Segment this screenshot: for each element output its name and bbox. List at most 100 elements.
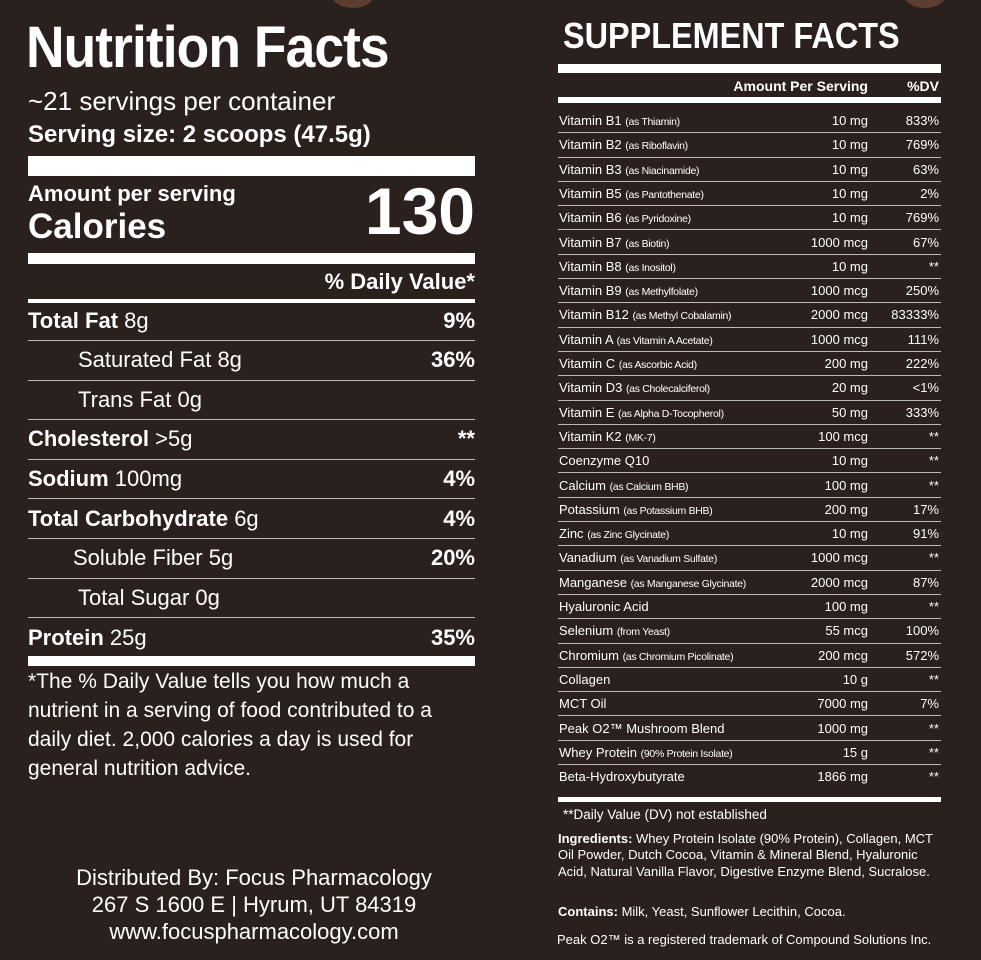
divider	[28, 656, 475, 666]
servings-per-container: ~21 servings per container	[28, 86, 336, 116]
supplement-dv: 87%	[912, 574, 939, 590]
nutrient-row: Protein 25g 35%	[28, 618, 475, 658]
supplement-amount: 200 mg	[824, 356, 868, 371]
serving-size: Serving size: 2 scoops (47.5g)	[28, 121, 371, 148]
supplement-label: Vitamin B6 (as Pyridoxine)	[559, 210, 691, 225]
supplement-amount: 50 mg	[831, 404, 868, 420]
supplement-amount: 2000 mcg	[810, 307, 868, 323]
supplement-amount: 10 mg	[831, 113, 868, 128]
supplement-label: Whey Protein (90% Protein Isolate)	[559, 744, 733, 760]
nutrient-amount: 8g	[124, 307, 149, 333]
calories-value: 130	[364, 174, 475, 248]
nutrient-label: Total Fat 8g	[28, 308, 149, 334]
supplement-row: Vanadium (as Vanadium Sulfate) 1000 mcg **	[558, 546, 941, 571]
supplement-name: Beta-Hydroxybutyrate	[559, 769, 685, 785]
supplement-source: (as Vanadium Sulfate)	[620, 553, 718, 566]
nutrient-row: Cholesterol >5g **	[28, 420, 475, 460]
supplement-row: Selenium (from Yeast) 55 mcg 100%	[558, 619, 941, 644]
supplement-dv: 222%	[905, 356, 939, 371]
nutrient-name: Total Sugar	[78, 584, 190, 610]
supplement-source: (as Potassium BHB)	[623, 504, 713, 517]
supplement-row: Coenzyme Q10 10 mg **	[558, 449, 941, 474]
supplement-source: (as Biotin)	[625, 237, 670, 250]
supplement-label: Vitamin B7 (as Biotin)	[559, 234, 670, 250]
supplement-name: Potassium	[559, 501, 620, 517]
supplement-amount: 1000 mcg	[810, 234, 868, 250]
nutrition-title: Nutrition Facts	[26, 15, 390, 80]
supplement-dv: **	[928, 453, 939, 469]
nutrient-name: Total Fat	[28, 307, 119, 333]
supplement-name: Vitamin B3	[559, 161, 622, 177]
supplement-source: (90% Protein Isolate)	[640, 747, 733, 760]
nutrient-dv: 20%	[430, 545, 475, 571]
supplement-dv: **	[928, 599, 939, 614]
supplement-label: Calcium (as Calcium BHB)	[559, 478, 689, 493]
supplement-dv: **	[928, 720, 939, 736]
supplement-amount: 10 mg	[831, 161, 868, 177]
supplement-source: (as Methylfolate)	[625, 286, 698, 299]
supplement-label: MCT Oil	[559, 696, 606, 711]
supplement-source: (as Pantothenate)	[625, 188, 704, 201]
supplement-row: Vitamin D3 (as Cholecalciferol) 20 mg <1%	[558, 376, 941, 401]
supplement-label: Vitamin K2 (MK-7)	[559, 429, 656, 444]
nutrient-label: Soluble Fiber 5g	[28, 545, 233, 571]
supplement-name: Manganese	[559, 574, 627, 590]
supplement-dv: 833%	[905, 113, 939, 128]
supplement-source: (as Inositol)	[625, 261, 676, 274]
supplement-label: Vitamin C (as Ascorbic Acid)	[559, 356, 697, 371]
supplement-name: Peak O2™ Mushroom Blend	[559, 720, 725, 736]
supplement-row: Vitamin B7 (as Biotin) 1000 mcg 67%	[558, 231, 941, 255]
supplement-amount: 1000 mcg	[810, 283, 868, 299]
decorative-dot	[331, 0, 375, 8]
supplement-label: Vanadium (as Vanadium Sulfate)	[559, 550, 717, 565]
supplement-dv: **	[928, 550, 939, 566]
nutrient-amount: 8g	[217, 347, 242, 373]
distributor-address: 267 S 1600 E | Hyrum, UT 84319	[91, 892, 417, 917]
supplement-name: MCT Oil	[559, 696, 607, 712]
nutrient-dv: 4%	[443, 505, 475, 531]
supplement-dv: 333%	[905, 404, 939, 420]
supplement-label: Vitamin B8 (as Inositol)	[559, 259, 676, 274]
supplement-row: Collagen 10 g **	[558, 668, 941, 693]
supplement-row: Vitamin B9 (as Methylfolate) 1000 mcg 250%	[558, 279, 941, 304]
supplement-name: Chromium	[559, 647, 619, 663]
supplement-name: Vitamin B8	[559, 258, 622, 274]
supplement-amount: 10 mg	[831, 210, 868, 226]
nutrient-label: Trans Fat 0g	[28, 387, 202, 413]
supplement-row: Hyaluronic Acid 100 mg **	[558, 595, 941, 620]
nutrient-row: Total Sugar 0g	[28, 578, 475, 619]
supplement-amount: 10 mg	[831, 453, 868, 469]
supplement-amount: 10 mg	[831, 526, 868, 542]
nutrient-amount: >5g	[155, 426, 193, 452]
supplement-label: Vitamin B9 (as Methylfolate)	[559, 283, 698, 298]
supplement-name: Vitamin B12	[559, 307, 629, 323]
supplement-dv: 250%	[905, 283, 939, 299]
supplement-dv: 769%	[905, 210, 939, 226]
nutrient-dv: 36%	[430, 347, 475, 373]
supplement-dv: 2%	[920, 185, 939, 201]
supplement-row: Potassium (as Potassium BHB) 200 mg 17%	[558, 498, 941, 523]
ingredients: Ingredients: Whey Protein Isolate (90% P…	[558, 831, 941, 880]
decorative-dot	[903, 0, 947, 8]
divider	[28, 299, 475, 303]
supplement-amount: 10 mg	[831, 185, 868, 201]
supplement-name: Selenium	[559, 623, 614, 639]
supplement-dv: **	[928, 744, 939, 760]
supplement-name: Whey Protein	[559, 744, 638, 760]
supplement-label: Vitamin B3 (as Niacinamide)	[559, 161, 700, 177]
supplement-row: Vitamin A (as Vitamin A Acetate) 1000 mcg…	[558, 328, 941, 352]
supplement-name: Vitamin B7	[559, 234, 622, 250]
supplement-amount: 15 g	[842, 744, 868, 760]
nutrient-dv: 4%	[443, 465, 475, 491]
supplement-name: Vitamin B9	[559, 283, 622, 299]
supplement-name: Vanadium	[559, 550, 617, 566]
nutrient-row: Total Fat 8g 9%	[28, 301, 475, 341]
supplement-amount: 10 g	[842, 671, 868, 687]
supplement-name: Vitamin B5	[559, 185, 622, 201]
supplement-row: Vitamin B3 (as Niacinamide) 10 mg 63%	[558, 158, 941, 182]
ingredients-label: Ingredients:	[558, 831, 633, 846]
divider	[28, 253, 475, 264]
header-amount: Amount Per Serving	[733, 78, 868, 94]
supplement-name: Vitamin K2	[559, 428, 622, 444]
contains-label: Contains:	[558, 904, 618, 919]
